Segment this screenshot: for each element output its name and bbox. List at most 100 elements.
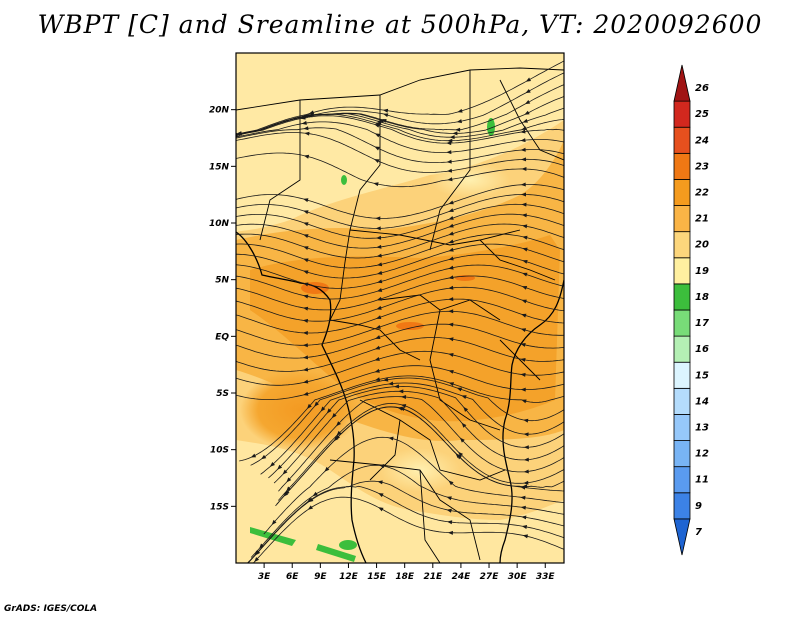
streamline-arrow xyxy=(375,226,381,231)
colorbar-label: 7 xyxy=(695,527,702,538)
wbpt-green-patch xyxy=(250,527,296,546)
streamline-arrow xyxy=(448,208,454,213)
streamline xyxy=(236,243,564,279)
streamline-arrow xyxy=(520,372,526,377)
streamline-arrow xyxy=(461,395,467,400)
streamline-arrow xyxy=(302,355,309,360)
colorbar-swatch xyxy=(673,179,691,206)
colorbar-swatch xyxy=(673,440,691,468)
streamline-arrow xyxy=(229,136,235,141)
streamline xyxy=(236,213,564,249)
lat-label: 5S xyxy=(216,389,229,399)
streamline-arrow xyxy=(521,299,527,304)
streamline xyxy=(277,402,564,501)
streamline-arrow xyxy=(457,108,463,113)
streamline-arrow xyxy=(376,296,383,301)
colorbar-label: 17 xyxy=(695,318,709,329)
colorbar-swatch xyxy=(673,205,691,233)
streamline-arrow xyxy=(521,515,527,520)
streamline-arrow xyxy=(382,108,389,113)
streamline-arrow xyxy=(374,159,380,163)
streamline-arrow xyxy=(523,480,529,485)
lat-label: 10S xyxy=(210,446,229,456)
streamline-arrow xyxy=(374,368,380,373)
streamline-arrow xyxy=(398,389,404,394)
lon-label: 27E xyxy=(480,572,500,582)
streamline-arrow xyxy=(376,305,382,310)
streamline-arrow xyxy=(303,198,309,203)
streamline-arrow xyxy=(520,147,526,152)
colorbar-label: 18 xyxy=(695,292,709,303)
streamline-arrow xyxy=(282,469,288,475)
streamline-arrow xyxy=(522,118,528,123)
streamline-arrow xyxy=(521,157,527,162)
streamline-arrow xyxy=(448,239,454,244)
colorbar-label: 24 xyxy=(695,135,709,146)
streamline-arrow xyxy=(377,270,383,275)
streamline-arrow xyxy=(448,382,455,387)
streamline-arrow xyxy=(523,432,529,437)
lon-label: 21E xyxy=(423,572,443,582)
streamline xyxy=(236,337,564,372)
streamline-arrow xyxy=(520,495,526,500)
streamline-arrow xyxy=(301,120,307,125)
streamline-arrow xyxy=(520,357,526,362)
streamline-arrow xyxy=(458,451,464,457)
colorbar-swatch xyxy=(673,335,691,363)
lat-label: 15S xyxy=(210,502,229,512)
lon-label: 12E xyxy=(339,572,359,582)
streamline xyxy=(236,132,564,173)
streamline-arrow xyxy=(520,342,526,347)
streamline-arrow xyxy=(446,150,452,155)
lon-label: 33E xyxy=(536,572,556,582)
streamline-arrow xyxy=(374,133,381,138)
streamline-arrow xyxy=(446,159,452,164)
wbpt-green-patch xyxy=(316,544,356,562)
streamline-arrow xyxy=(521,202,527,207)
lat-label: EQ xyxy=(215,332,229,342)
colorbar-swatch xyxy=(673,387,691,415)
colorbar-swatch xyxy=(673,126,691,154)
streamline-arrow xyxy=(448,265,454,270)
coastlines xyxy=(236,231,564,563)
streamline-arrow xyxy=(302,343,308,348)
streamline-arrow xyxy=(229,341,235,346)
streamline-arrow xyxy=(230,133,236,138)
streamline-arrow xyxy=(259,543,265,549)
longitude-axis: 3E 6E 9E 12E 15E 18E 21E 24E 27E 30E 33E xyxy=(258,563,556,582)
streamline-arrow xyxy=(229,206,235,211)
lon-label: 3E xyxy=(258,572,271,582)
colorbar-label: 19 xyxy=(695,266,709,277)
streamline-arrow xyxy=(302,331,308,336)
streamline-arrow xyxy=(286,486,292,492)
credit-text: GrADS: IGES/COLA xyxy=(4,604,98,614)
streamline-arrow xyxy=(333,436,339,442)
streamline-arrow xyxy=(300,115,306,120)
streamline-arrow xyxy=(447,520,453,525)
wbpt-green-patch xyxy=(339,540,357,550)
streamline-arrow xyxy=(230,252,235,256)
streamlines xyxy=(236,60,564,563)
streamline-arrow xyxy=(236,286,237,291)
streamline-arrow xyxy=(521,313,527,318)
streamline-arrow xyxy=(446,496,452,501)
streamline-arrow xyxy=(448,480,454,486)
streamline-arrow xyxy=(449,135,455,140)
streamline-arrow xyxy=(229,374,235,379)
streamline xyxy=(236,275,564,311)
chart-title: WBPT [C] and Sreamline at 500hPa, VT: 20… xyxy=(37,10,763,39)
streamline-arrow xyxy=(520,138,526,143)
streamline xyxy=(236,254,564,289)
colorbar-label: 9 xyxy=(695,501,702,512)
streamline xyxy=(236,127,564,163)
streamline xyxy=(236,152,564,188)
lon-label: 24E xyxy=(452,572,472,582)
colorbar: 7 9 11 12 13 14 15 16 17 18 19 20 21 22 23 24 25 26 xyxy=(673,64,709,556)
streamline-arrow xyxy=(401,394,407,399)
streamline-arrow xyxy=(524,110,530,115)
streamline-arrow xyxy=(255,550,261,556)
streamline xyxy=(236,121,564,153)
streamline xyxy=(236,60,564,135)
streamline xyxy=(236,350,564,386)
wbpt-green-patch xyxy=(341,175,347,185)
